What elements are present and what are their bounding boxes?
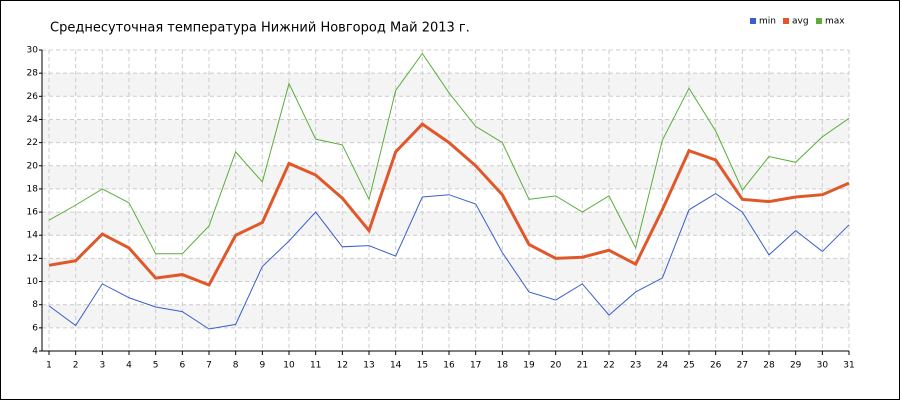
chart-title: Среднесуточная температура Нижний Новгор… bbox=[50, 21, 470, 36]
x-tick-label: 8 bbox=[233, 361, 239, 371]
x-tick-label: 11 bbox=[310, 361, 321, 371]
x-tick-label: 6 bbox=[179, 361, 185, 371]
grid-band bbox=[42, 304, 849, 328]
x-tick-label: 27 bbox=[737, 361, 748, 371]
y-tick-label: 30 bbox=[27, 46, 39, 56]
legend-label: min bbox=[759, 17, 776, 27]
x-tick-label: 29 bbox=[790, 361, 802, 371]
x-tick-label: 24 bbox=[657, 361, 669, 371]
x-tick-label: 19 bbox=[523, 361, 535, 371]
grid-band bbox=[42, 165, 849, 189]
y-tick-label: 24 bbox=[27, 115, 39, 125]
x-tick-label: 7 bbox=[206, 361, 212, 371]
y-tick-label: 6 bbox=[32, 323, 38, 333]
grid-band bbox=[42, 119, 849, 143]
grid-band bbox=[42, 258, 849, 282]
x-tick-label: 15 bbox=[417, 361, 428, 371]
x-tick-label: 23 bbox=[630, 361, 641, 371]
x-tick-label: 3 bbox=[99, 361, 105, 371]
x-tick-label: 26 bbox=[710, 361, 722, 371]
x-tick-label: 25 bbox=[683, 361, 694, 371]
legend-swatch bbox=[783, 18, 789, 24]
legend-label: max bbox=[825, 17, 845, 27]
x-tick-label: 2 bbox=[73, 361, 79, 371]
y-tick-label: 20 bbox=[27, 161, 39, 171]
x-tick-label: 12 bbox=[337, 361, 348, 371]
x-tick-label: 18 bbox=[497, 361, 509, 371]
x-tick-label: 13 bbox=[363, 361, 374, 371]
x-tick-label: 1 bbox=[46, 361, 52, 371]
x-tick-label: 31 bbox=[843, 361, 854, 371]
x-tick-label: 21 bbox=[577, 361, 588, 371]
y-tick-label: 26 bbox=[27, 92, 39, 102]
x-tick-label: 9 bbox=[259, 361, 265, 371]
grid-band bbox=[42, 73, 849, 97]
y-tick-label: 8 bbox=[32, 300, 38, 310]
x-tick-label: 4 bbox=[126, 361, 132, 371]
line-avg bbox=[48, 122, 850, 287]
y-tick-label: 14 bbox=[27, 231, 39, 241]
x-tick-label: 10 bbox=[283, 361, 295, 371]
legend-swatch bbox=[816, 18, 822, 24]
legend-swatch bbox=[750, 18, 756, 24]
legend-label: avg bbox=[792, 17, 809, 27]
line-min bbox=[48, 192, 850, 330]
y-tick-label: 12 bbox=[27, 254, 38, 264]
x-tick-label: 20 bbox=[550, 361, 562, 371]
y-tick-label: 28 bbox=[27, 69, 39, 79]
y-tick-label: 18 bbox=[27, 184, 39, 194]
x-tick-label: 16 bbox=[443, 361, 455, 371]
x-tick-label: 30 bbox=[817, 361, 829, 371]
x-tick-label: 22 bbox=[603, 361, 614, 371]
y-tick-label: 4 bbox=[32, 347, 38, 357]
x-tick-label: 14 bbox=[390, 361, 402, 371]
grid-band bbox=[42, 212, 849, 236]
y-tick-label: 10 bbox=[27, 277, 39, 287]
x-tick-label: 5 bbox=[153, 361, 159, 371]
x-tick-label: 28 bbox=[763, 361, 775, 371]
line-max bbox=[48, 52, 850, 255]
x-tick-label: 17 bbox=[470, 361, 481, 371]
y-tick-label: 16 bbox=[27, 208, 39, 218]
y-tick-label: 22 bbox=[27, 138, 38, 148]
